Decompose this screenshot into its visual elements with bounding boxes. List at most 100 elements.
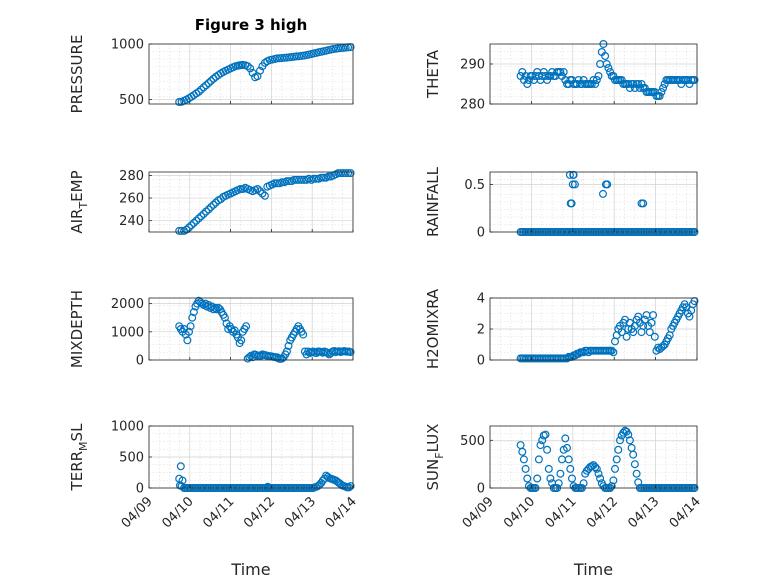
data-point [282,177,291,186]
series-h2omixra [516,297,699,363]
y-axis-label: PRESSURE [68,35,86,114]
data-point [610,464,619,473]
data-point [177,482,186,491]
y-axis-label: SUNFLUX [424,424,446,491]
y-axis-label: H2OMIXRA [424,288,442,369]
axes-box-airtemp [148,171,354,233]
subplot-pressure: 500 1000 PRESSURE [68,35,355,114]
data-point [657,87,666,96]
x-tick-label: 04/10 [501,494,538,531]
data-point [572,79,581,88]
data-point [566,464,575,473]
axes-box-pressure [148,43,354,105]
data-point [202,207,211,216]
data-point [209,200,218,209]
data-point [655,91,664,100]
data-point [536,441,545,450]
data-point [518,447,527,456]
x-tick-label: 04/13 [282,494,319,531]
data-point [207,76,216,85]
y-tick-label: 0 [477,226,485,241]
x-tick-label: 04/12 [584,494,621,531]
subplot-h2omixra: 0 2 4 H2OMIXRA [424,288,699,369]
data-point [629,79,638,88]
data-point [175,97,184,106]
y-tick-label: 240 [119,214,144,229]
data-point [589,75,598,84]
y-tick-label: 500 [119,93,144,108]
data-point [199,83,208,92]
data-point [197,212,206,221]
data-point [607,346,616,355]
data-point [278,53,287,62]
data-point [640,315,649,324]
data-point [243,62,252,71]
x-axis-label: Time [573,560,613,579]
data-point [202,81,211,90]
subplot-theta: 280 290 THETA [424,39,699,113]
data-point [346,348,355,357]
subplot-airtemp: 240 260 280 AIRTEMP [68,169,355,235]
data-point [246,64,255,73]
data-point [654,343,663,352]
y-axis-label: MIXDEPTH [68,290,86,368]
data-point [602,59,611,68]
y-tick-label: 0 [136,354,144,369]
y-axis-label: RAINFALL [424,166,442,237]
data-point [647,318,656,327]
x-tick-label: 04/09 [460,494,497,531]
data-point [635,83,644,92]
data-point [634,478,643,487]
data-point [538,436,547,445]
data-point [634,79,643,88]
data-point [523,79,532,88]
y-tick-label: 260 [119,192,144,207]
x-tick-label: 04/09 [119,494,156,531]
data-point [591,79,600,88]
data-point [592,75,601,84]
x-tick-label: 04/11 [200,494,237,531]
data-point [614,445,623,454]
data-point [270,179,279,188]
data-point [562,443,571,452]
data-point [258,189,267,198]
data-point [299,330,308,339]
data-point [617,328,626,337]
data-point [554,479,563,488]
data-point [189,308,198,317]
data-point [285,177,294,186]
data-point [609,476,618,485]
y-tick-label: 500 [460,434,485,449]
data-point [556,469,565,478]
data-point [194,87,203,96]
axes-box-theta [489,43,698,105]
y-tick-label: 4 [477,292,485,307]
data-point [278,178,287,187]
y-tick-label: 0.5 [464,178,485,193]
data-point [598,189,607,198]
axes-box-rainfall [489,171,698,233]
data-point [619,428,628,437]
data-point [556,67,565,76]
x-tick-label: 04/12 [241,494,278,531]
data-point [199,209,208,218]
data-point [204,79,213,88]
y-tick-label: 0 [136,482,144,497]
data-point [284,341,293,350]
x-tick-label: 04/10 [160,494,197,531]
y-tick-label: 1000 [111,38,144,53]
x-tick-label: 04/14 [323,494,360,531]
data-point [178,476,187,485]
subplot-sunflux: 0 500 04/09 04/10 04/11 04/12 04/13 04/14 Time SU… [424,424,704,579]
data-point [592,464,601,473]
x-axis-label: Time [230,560,270,579]
data-point [192,216,201,225]
data-point [650,332,659,341]
data-point [539,67,548,76]
data-point [543,445,552,454]
data-point [194,214,203,223]
data-point [282,347,291,356]
series-theta [516,39,699,100]
data-point [256,187,265,196]
